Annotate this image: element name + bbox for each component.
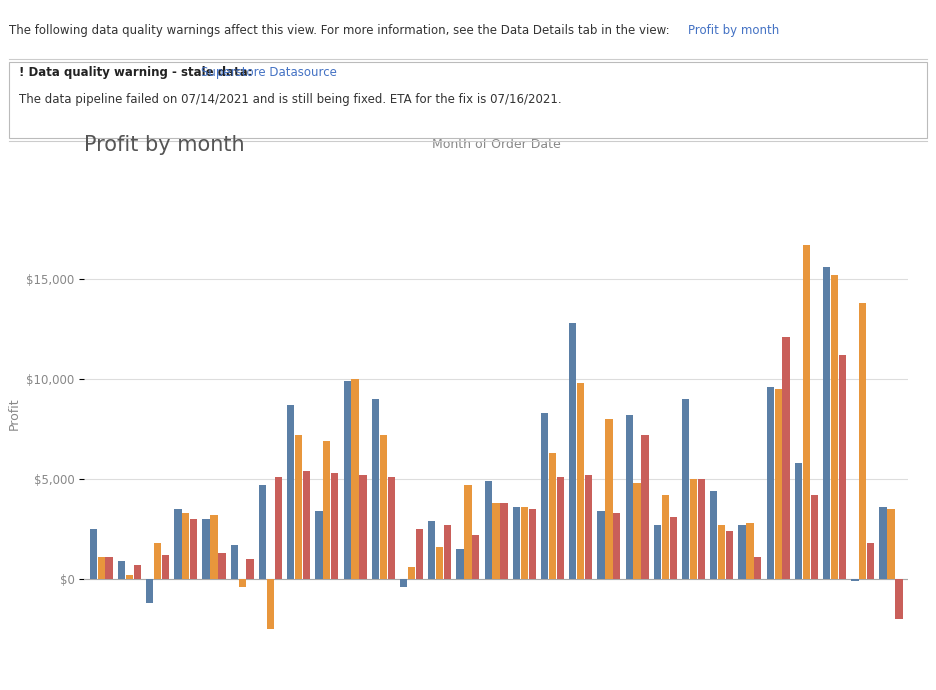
Bar: [230, 545, 238, 579]
Bar: [239, 579, 246, 586]
Bar: [698, 479, 705, 579]
Bar: [372, 399, 379, 579]
Text: Profit by month: Profit by month: [84, 135, 245, 155]
Bar: [295, 435, 302, 579]
Bar: [436, 546, 444, 579]
Bar: [669, 517, 677, 579]
Bar: [202, 519, 210, 579]
Bar: [428, 521, 435, 579]
Bar: [444, 525, 451, 579]
Text: ! Data quality warning - stale data:: ! Data quality warning - stale data:: [19, 66, 256, 79]
Bar: [218, 553, 226, 579]
Bar: [811, 495, 818, 579]
Bar: [634, 483, 641, 579]
Bar: [267, 579, 274, 629]
Text: Month of Order Date: Month of Order Date: [431, 138, 561, 151]
Bar: [823, 267, 830, 579]
Bar: [754, 557, 762, 579]
Bar: [259, 485, 266, 579]
Bar: [154, 543, 161, 579]
Bar: [97, 557, 105, 579]
Bar: [690, 479, 697, 579]
Bar: [472, 535, 479, 579]
Bar: [606, 419, 612, 579]
Bar: [408, 566, 415, 579]
Text: Profit by month: Profit by month: [688, 24, 779, 37]
Bar: [585, 475, 592, 579]
Bar: [557, 477, 564, 579]
Bar: [351, 379, 358, 579]
Bar: [190, 519, 197, 579]
Bar: [654, 525, 661, 579]
Bar: [803, 245, 810, 579]
Bar: [513, 507, 520, 579]
Bar: [831, 275, 839, 579]
Bar: [682, 399, 689, 579]
Bar: [795, 463, 802, 579]
Bar: [710, 491, 718, 579]
Bar: [613, 513, 621, 579]
Bar: [380, 435, 387, 579]
Bar: [183, 513, 189, 579]
Bar: [125, 575, 133, 579]
Bar: [839, 355, 846, 579]
Bar: [174, 509, 182, 579]
Bar: [520, 507, 528, 579]
Bar: [746, 523, 753, 579]
Text: The following data quality warnings affect this view. For more information, see : The following data quality warnings affe…: [9, 24, 674, 37]
Bar: [529, 509, 535, 579]
Bar: [895, 579, 902, 619]
Bar: [134, 564, 141, 579]
Text: Superstore Datasource: Superstore Datasource: [201, 66, 337, 79]
Bar: [662, 495, 669, 579]
Bar: [641, 435, 649, 579]
Bar: [880, 507, 886, 579]
Bar: [400, 579, 407, 586]
Bar: [578, 383, 584, 579]
Bar: [359, 475, 367, 579]
Bar: [867, 543, 874, 579]
Bar: [501, 503, 507, 579]
Bar: [323, 441, 330, 579]
Bar: [146, 579, 154, 602]
Bar: [625, 415, 633, 579]
Bar: [457, 549, 463, 579]
Bar: [782, 337, 790, 579]
Bar: [739, 525, 746, 579]
Text: The data pipeline failed on 07/14/2021 and is still being fixed. ETA for the fix: The data pipeline failed on 07/14/2021 a…: [19, 93, 562, 106]
Bar: [416, 529, 423, 579]
Bar: [541, 413, 548, 579]
Bar: [211, 515, 218, 579]
Y-axis label: Profit: Profit: [7, 397, 21, 431]
Bar: [767, 387, 774, 579]
Bar: [287, 405, 294, 579]
Bar: [851, 579, 858, 581]
Bar: [492, 503, 500, 579]
Bar: [303, 471, 310, 579]
Bar: [887, 509, 895, 579]
Bar: [388, 477, 395, 579]
Bar: [315, 511, 323, 579]
Bar: [162, 555, 169, 579]
Bar: [726, 531, 733, 579]
Bar: [859, 303, 867, 579]
Bar: [344, 381, 351, 579]
Bar: [548, 453, 556, 579]
Bar: [569, 323, 577, 579]
Bar: [464, 485, 472, 579]
Bar: [718, 525, 725, 579]
Bar: [246, 559, 254, 579]
Bar: [485, 481, 491, 579]
Bar: [106, 557, 112, 579]
Bar: [597, 511, 605, 579]
Bar: [331, 473, 338, 579]
Bar: [274, 477, 282, 579]
Bar: [118, 561, 125, 579]
Bar: [90, 529, 97, 579]
Bar: [774, 389, 782, 579]
